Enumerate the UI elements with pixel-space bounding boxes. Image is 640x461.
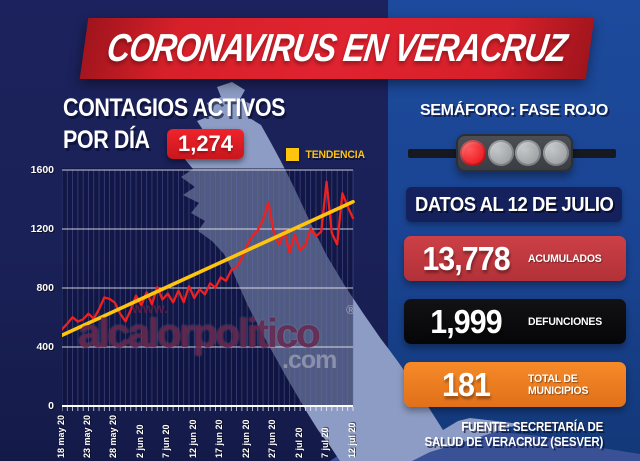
x-tick-label: 12 jul 20: [346, 422, 357, 458]
stat-badge-defunciones: 1,999 DEFUNCIONES: [404, 299, 626, 344]
x-tick-label: 27 jun 20: [267, 419, 278, 458]
stat-badge-acumulados: 13,778 ACUMULADOS: [404, 236, 626, 281]
stat-label-acumulados: ACUMULADOS: [528, 252, 602, 265]
x-tick-label: 23 may 20: [81, 414, 92, 458]
y-tick-label: 800: [36, 282, 54, 294]
trend-legend-swatch: [286, 148, 299, 161]
stat-value-defunciones: 1,999: [430, 302, 502, 340]
x-tick-label: 18 may 20: [55, 414, 66, 458]
traffic-light-gray-off: [515, 140, 542, 166]
x-tick-label: 2 jun 20: [134, 424, 145, 458]
semaforo-phase-label: SEMÁFORO: FASE ROJO: [419, 102, 609, 119]
stat-badge-municipios: 181 TOTAL DE MUNICIPIOS: [404, 362, 626, 407]
x-tick-label: 17 jun 20: [214, 419, 225, 458]
source-attribution: FUENTE: SECRETARÍA DE SALUD DE VERACRUZ …: [424, 420, 603, 450]
data-date-banner: DATOS AL 12 DE JULIO: [406, 187, 622, 222]
source-line1: FUENTE: SECRETARÍA DE: [461, 420, 603, 434]
chart-title-line1: CONTAGIOS ACTIVOS: [63, 94, 286, 122]
chart-title-line2: POR DÍA: [63, 126, 150, 154]
x-tick-label: 22 jun 20: [240, 419, 251, 458]
y-tick-label: 1600: [30, 164, 54, 176]
traffic-light-gray-off: [543, 140, 570, 166]
traffic-light-red-on: [459, 140, 486, 166]
traffic-light-gray-off: [487, 140, 514, 166]
x-tick-label: 2 jul 20: [293, 427, 304, 458]
source-line2: SALUD DE VERACRUZ (SESVER): [424, 435, 603, 449]
stat-value-municipios: 181: [442, 365, 491, 403]
y-tick-label: 0: [48, 400, 54, 412]
page-title: CORONAVIRUS EN VERACRUZ: [104, 26, 570, 70]
chart-legend: TENDENCIA: [286, 148, 366, 161]
x-tick-label: 7 jul 20: [320, 427, 331, 458]
x-tick-label: 28 may 20: [108, 414, 119, 458]
active-cases-line-chart: [62, 169, 355, 411]
y-tick-label: 1200: [30, 223, 54, 235]
header-banner: CORONAVIRUS EN VERACRUZ: [79, 18, 595, 79]
x-tick-label: 7 jun 20: [161, 424, 172, 458]
stat-label-municipios: TOTAL DE MUNICIPIOS: [528, 372, 589, 397]
x-tick-label: 12 jun 20: [187, 419, 198, 458]
traffic-light-icon: [456, 134, 573, 172]
y-tick-label: 400: [36, 341, 54, 353]
current-value-badge: 1,274: [167, 129, 244, 159]
stat-label-defunciones: DEFUNCIONES: [528, 315, 602, 328]
stat-value-acumulados: 13,778: [422, 239, 510, 277]
trend-legend-label: TENDENCIA: [305, 148, 365, 161]
